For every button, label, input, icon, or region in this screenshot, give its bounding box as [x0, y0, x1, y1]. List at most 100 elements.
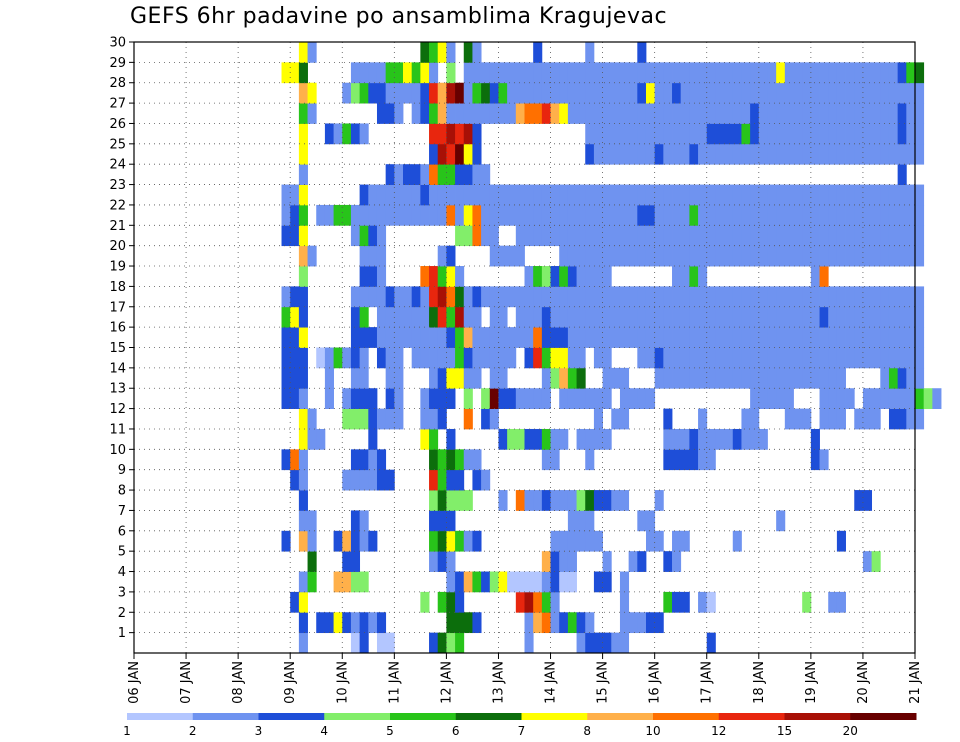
heatmap-cell [385, 388, 395, 409]
heatmap-cell [619, 286, 630, 308]
heatmap-cell [862, 490, 873, 511]
y-tick-label: 8 [118, 484, 126, 499]
heatmap-cell [359, 469, 369, 491]
heatmap-cell [411, 306, 421, 328]
heatmap-cell [819, 408, 829, 430]
heatmap-cell [541, 490, 551, 511]
heatmap-cell [290, 449, 300, 471]
colorbar-swatch [258, 713, 325, 720]
heatmap-cell [915, 184, 925, 206]
heatmap-cell [420, 42, 430, 63]
heatmap-cell [403, 286, 413, 308]
heatmap-cell [854, 82, 864, 104]
heatmap-cell [350, 449, 361, 471]
heatmap-cell [689, 225, 699, 247]
heatmap-cell [533, 591, 543, 613]
heatmap-cell [836, 591, 846, 613]
heatmap-cell [793, 62, 803, 84]
heatmap-cell [411, 204, 421, 226]
heatmap-cell [455, 612, 465, 634]
heatmap-cell [524, 428, 534, 450]
heatmap-cell [915, 143, 925, 165]
heatmap-cell [489, 184, 499, 206]
heatmap-cell [350, 469, 361, 491]
heatmap-cell [437, 82, 447, 104]
heatmap-cell [481, 204, 491, 226]
heatmap-cell [619, 591, 630, 613]
heatmap-cell [567, 225, 577, 247]
heatmap-cell [663, 62, 673, 84]
heatmap-cell [298, 42, 308, 63]
heatmap-cell [455, 164, 465, 185]
heatmap-cell [463, 62, 473, 84]
heatmap-cell [585, 530, 595, 552]
heatmap-cell [906, 204, 916, 226]
heatmap-cell [298, 347, 308, 369]
heatmap-cell [628, 123, 638, 145]
heatmap-cell [298, 408, 308, 430]
heatmap-cell [446, 449, 456, 471]
heatmap-cell [637, 388, 647, 409]
heatmap-cell [576, 103, 586, 124]
x-tick-label: 13 JAN [491, 661, 506, 704]
heatmap-cell [776, 62, 786, 84]
heatmap-cell [689, 449, 699, 471]
heatmap-cell [290, 225, 300, 247]
heatmap-cell [576, 388, 586, 409]
heatmap-cell [567, 367, 577, 389]
heatmap-cell [437, 551, 447, 572]
heatmap-cell [507, 82, 517, 104]
heatmap-cell [429, 367, 439, 389]
heatmap-cell [793, 123, 803, 145]
heatmap-cell [654, 327, 664, 348]
heatmap-cell [429, 388, 439, 409]
heatmap-cell [385, 164, 395, 185]
heatmap-cell [489, 204, 499, 226]
heatmap-cell [871, 388, 881, 409]
heatmap-cell [767, 286, 777, 308]
heatmap-cell [567, 103, 577, 124]
heatmap-cell [446, 388, 456, 409]
heatmap-cell [585, 42, 595, 63]
heatmap-cell [463, 571, 473, 593]
heatmap-cell [836, 286, 846, 308]
heatmap-cell [819, 347, 829, 369]
heatmap-cell [515, 82, 525, 104]
heatmap-cell [750, 82, 760, 104]
heatmap-cells [281, 42, 942, 654]
heatmap-cell [541, 103, 551, 124]
heatmap-cell [420, 184, 430, 206]
heatmap-cell [698, 327, 708, 348]
colorbar-label: 15 [777, 724, 792, 738]
heatmap-cell [350, 306, 361, 328]
heatmap-cell [689, 266, 699, 287]
heatmap-cell [854, 408, 864, 430]
heatmap-cell [680, 184, 690, 206]
heatmap-cell [706, 103, 716, 124]
heatmap-cell [281, 530, 291, 552]
heatmap-cell [567, 82, 577, 104]
heatmap-cell [862, 62, 873, 84]
heatmap-cell [472, 286, 482, 308]
heatmap-cell [602, 327, 612, 348]
heatmap-cell [437, 530, 447, 552]
heatmap-cell [463, 490, 473, 511]
heatmap-cell [906, 103, 916, 124]
heatmap-cell [602, 571, 612, 593]
heatmap-cell [437, 204, 447, 226]
heatmap-cell [550, 306, 560, 328]
heatmap-cell [932, 388, 942, 409]
heatmap-cell [845, 103, 855, 124]
heatmap-cell [689, 62, 699, 84]
heatmap-cell [862, 388, 873, 409]
heatmap-cell [298, 184, 308, 206]
heatmap-cell [342, 408, 352, 430]
heatmap-cell [602, 245, 612, 267]
heatmap-cell [888, 367, 899, 389]
heatmap-cell [724, 245, 734, 267]
heatmap-cell [463, 408, 473, 430]
heatmap-cell [455, 449, 465, 471]
heatmap-cell [758, 62, 768, 84]
heatmap-cell [498, 245, 508, 267]
heatmap-cell [481, 82, 491, 104]
